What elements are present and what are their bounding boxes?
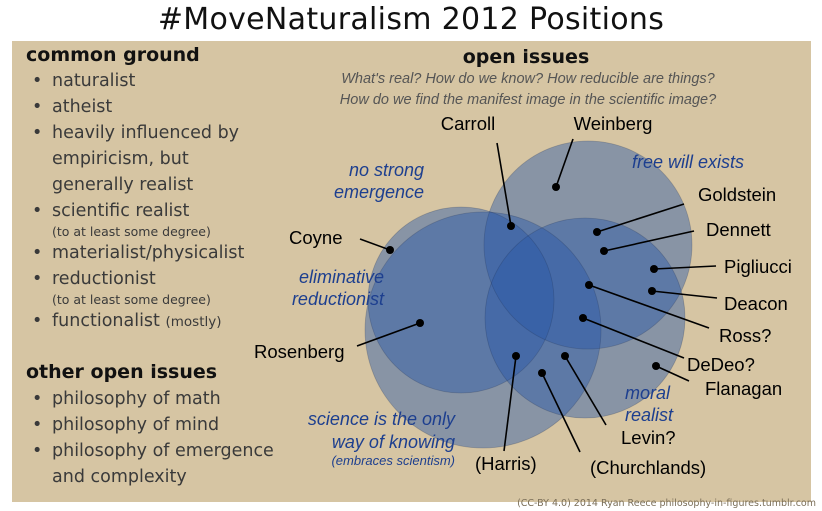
open-issues-heading: open issues	[463, 46, 590, 68]
region-scientism-sub: (embraces scientism)	[331, 453, 455, 468]
list-item: philosophy of math	[24, 386, 294, 412]
list-item: philosophy of mind	[24, 412, 294, 438]
region-eliminative-1: eliminative	[299, 267, 384, 287]
list-item: heavily influenced by empiricism, but ge…	[24, 120, 272, 198]
region-scientism-1: science is the only	[308, 409, 456, 429]
label-coyne: Coyne	[289, 227, 342, 248]
list-item: naturalist	[24, 68, 294, 94]
label-ross: Ross?	[719, 325, 771, 346]
region-moral-realist-2: realist	[625, 405, 674, 425]
list-item: materialist/physicalist	[24, 240, 294, 266]
region-moral-realist-1: moral	[625, 383, 671, 403]
credit-line: (CC-BY 4.0) 2014 Ryan Reece philosophy-i…	[517, 498, 816, 509]
common-ground-list: naturalist atheist heavily influenced by…	[24, 68, 294, 335]
label-deacon: Deacon	[724, 293, 788, 314]
list-item: philosophy of emergence and complexity	[24, 438, 294, 490]
label-flanagan: Flanagan	[705, 378, 782, 399]
list-item: reductionist(to at least some degree)	[24, 266, 294, 308]
open-issues-question-1: What's real? How do we know? How reducib…	[341, 71, 715, 87]
person-dots	[386, 183, 660, 377]
region-no-strong-emergence-1: no strong	[349, 160, 424, 180]
list-item: atheist	[24, 94, 294, 120]
region-no-strong-emergence-2: emergence	[334, 182, 424, 202]
list-item: scientific realist(to at least some degr…	[24, 198, 294, 240]
region-free-will: free will exists	[632, 152, 744, 172]
label-carroll: Carroll	[441, 113, 495, 134]
other-open-issues-list: philosophy of math philosophy of mind ph…	[24, 386, 294, 490]
label-churchlands: (Churchlands)	[590, 457, 706, 478]
page-title: #MoveNaturalism 2012 Positions	[157, 2, 665, 37]
label-dedeo: DeDeo?	[687, 354, 755, 375]
label-harris: (Harris)	[475, 453, 537, 474]
other-open-issues-heading: other open issues	[26, 361, 218, 383]
circle-free-will	[484, 141, 692, 349]
region-scientism-2: way of knowing	[332, 432, 455, 452]
circle-eliminative	[368, 207, 554, 393]
label-weinberg: Weinberg	[574, 113, 653, 134]
label-levin: Levin?	[621, 427, 676, 448]
label-dennett: Dennett	[706, 219, 771, 240]
common-ground-heading: common ground	[26, 44, 200, 66]
circle-no-strong-emergence	[365, 212, 601, 448]
list-item: functionalist (mostly)	[24, 308, 294, 335]
label-pigliucci: Pigliucci	[724, 256, 792, 277]
open-issues-question-2: How do we find the manifest image in the…	[340, 92, 717, 108]
label-rosenberg: Rosenberg	[254, 341, 345, 362]
region-eliminative-2: reductionist	[292, 289, 385, 309]
label-goldstein: Goldstein	[698, 184, 776, 205]
pointer-lines	[356, 138, 718, 453]
